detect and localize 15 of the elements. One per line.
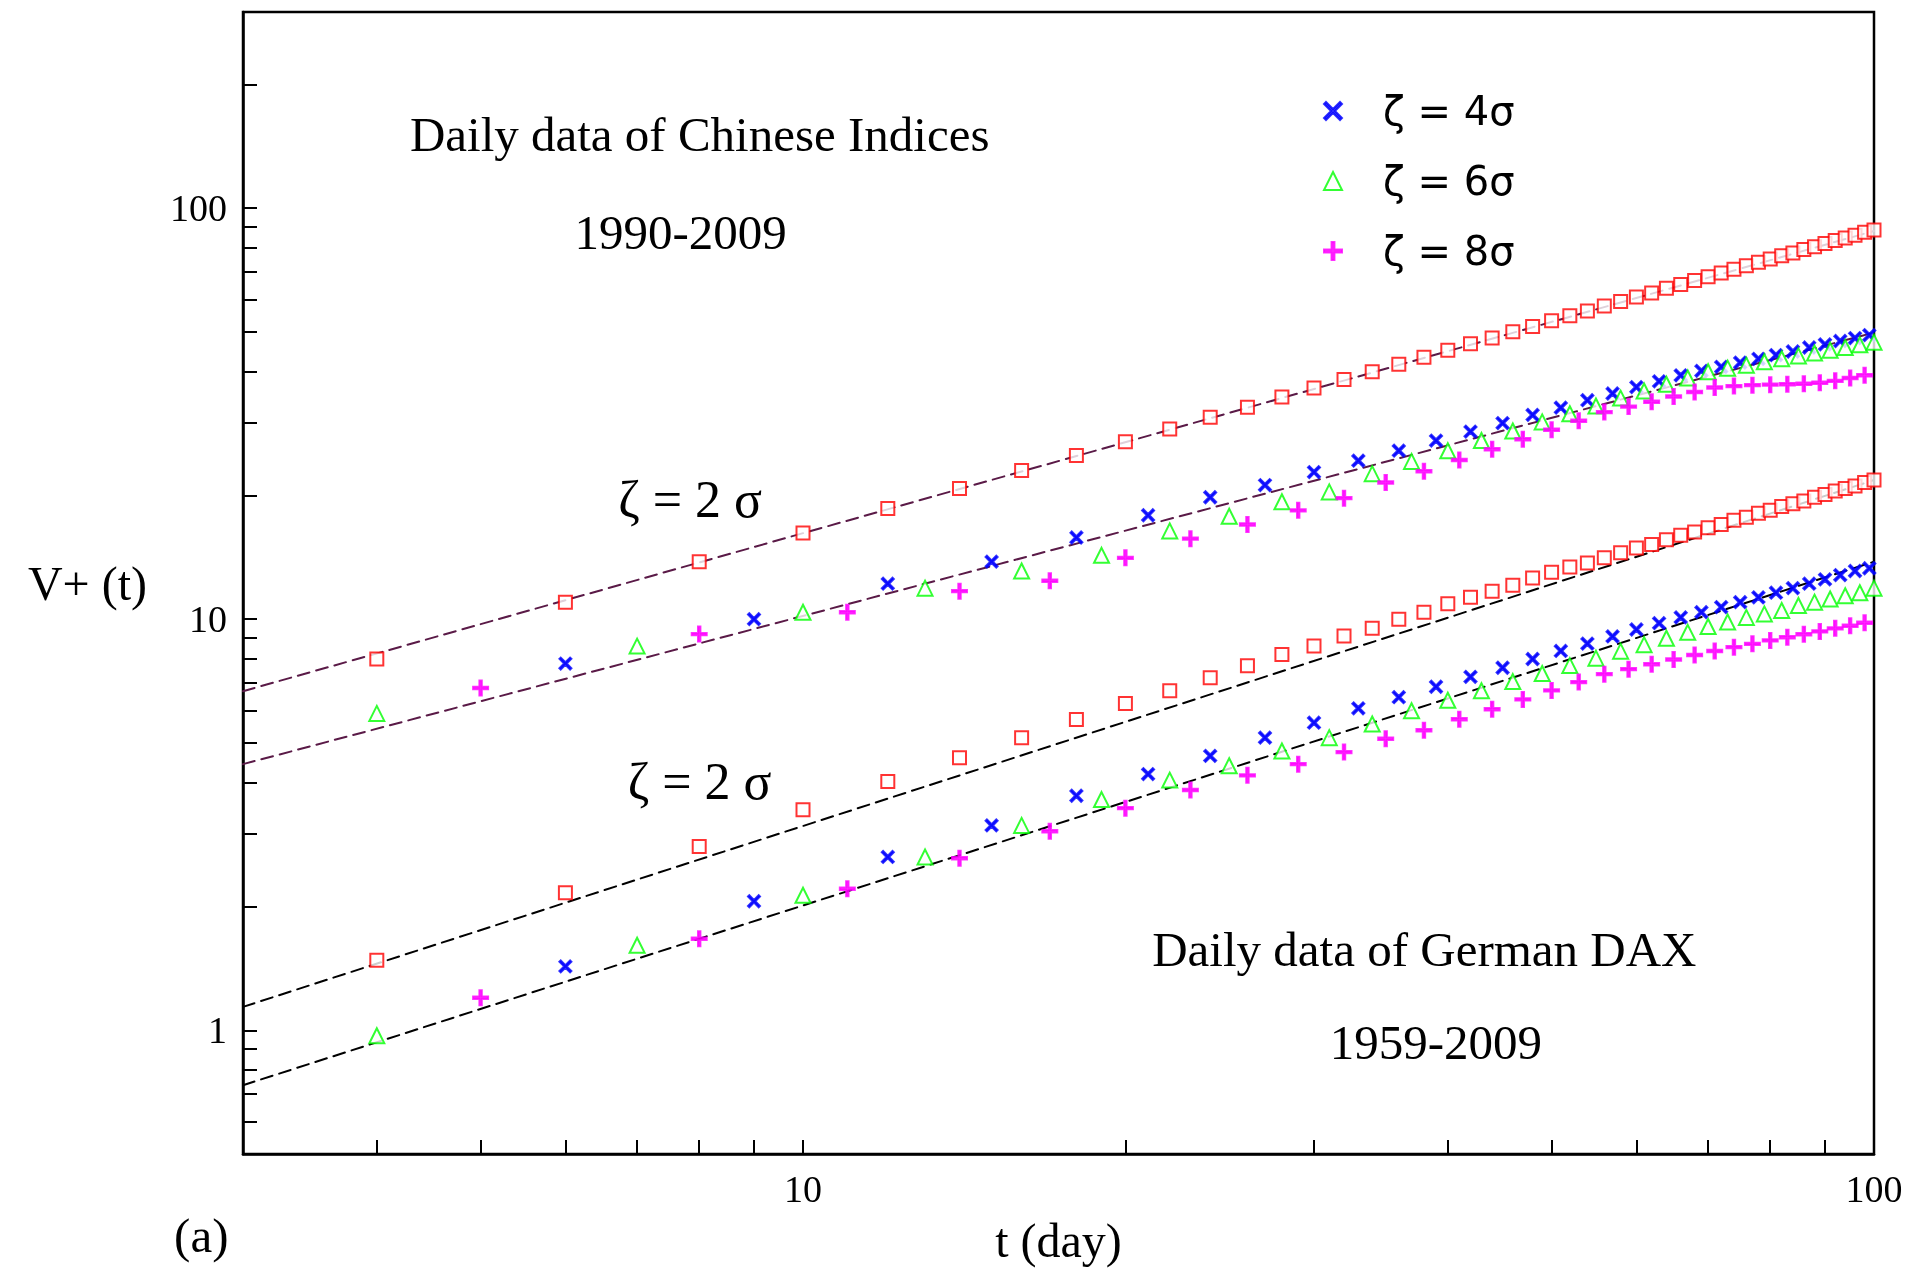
y-tick-label: 1 [208, 1009, 227, 1052]
legend-label: ζ = 4σ [1383, 88, 1515, 134]
legend-label: ζ = 6σ [1383, 158, 1515, 204]
annotation: Daily data of German DAX [1152, 921, 1697, 977]
annotation: ζ = 2 σ [627, 753, 772, 811]
y-tick-label: 10 [189, 598, 227, 641]
y-axis-title: V+ (t) [27, 556, 147, 611]
annotation: 1990-2009 [574, 205, 787, 261]
annotation: Daily data of Chinese Indices [409, 107, 990, 163]
x-axis-title: t (day) [995, 1213, 1122, 1268]
annotation: ζ = 2 σ [618, 471, 763, 528]
legend-label: ζ = 8σ [1383, 228, 1515, 274]
y-tick-label: 100 [170, 187, 227, 230]
annotation: 1959-2009 [1329, 1014, 1542, 1070]
text: (a) [174, 1207, 229, 1263]
